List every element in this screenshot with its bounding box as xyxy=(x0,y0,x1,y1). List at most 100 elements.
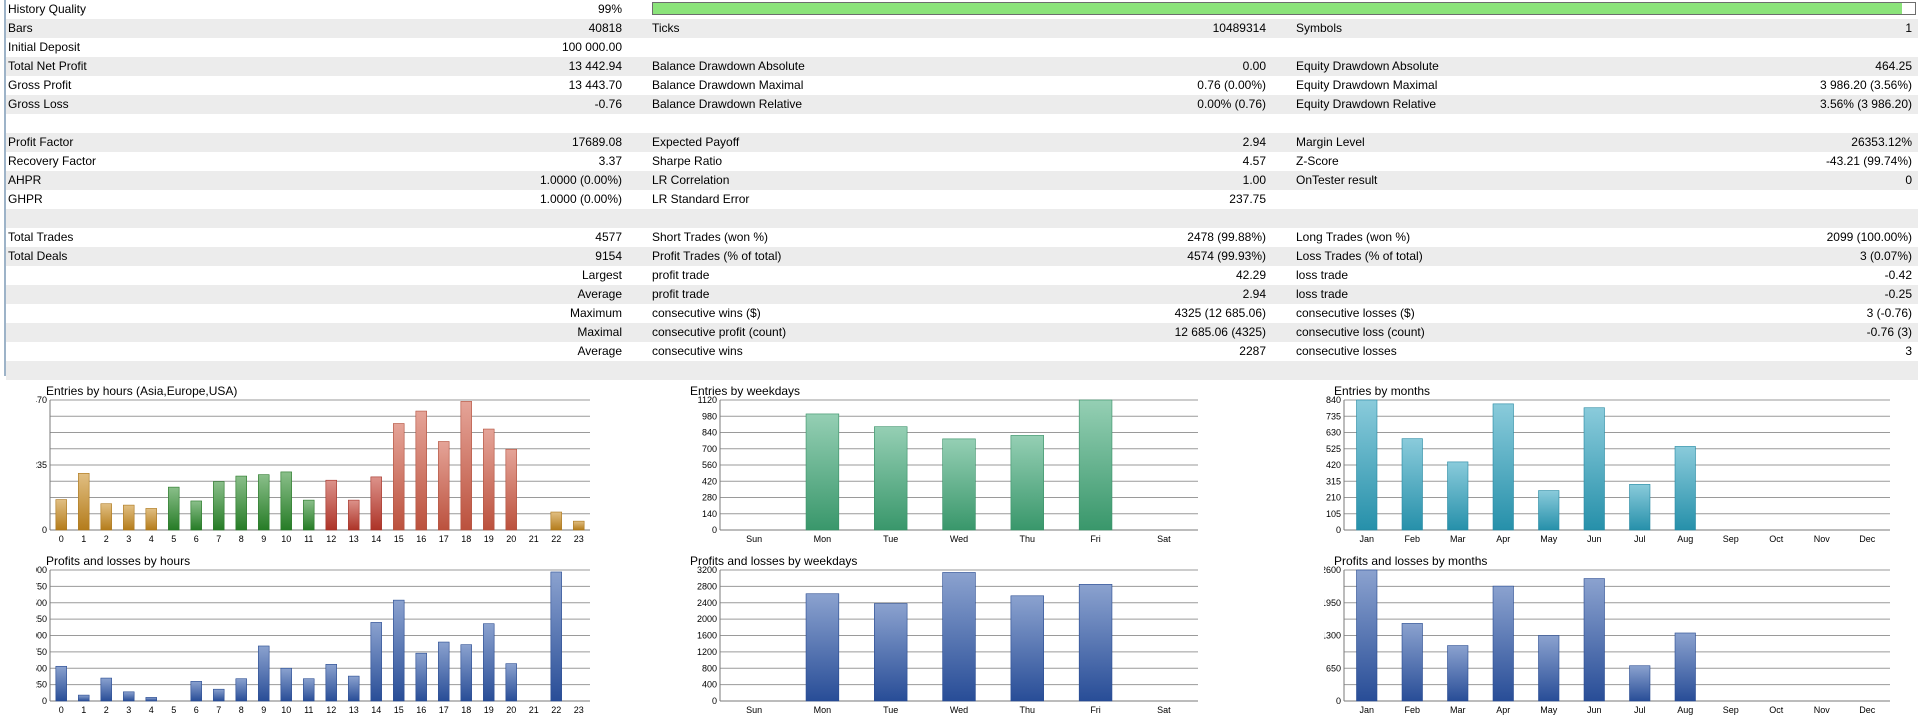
x-tick-label: Apr xyxy=(1496,705,1510,715)
x-tick-label: Fri xyxy=(1090,705,1101,715)
label-col2: Balance Drawdown Maximal xyxy=(652,78,804,92)
value-col2: 10489314 xyxy=(1212,21,1266,35)
value-col2: 12 685.06 (4325) xyxy=(1174,325,1266,339)
y-tick-label: 650 xyxy=(1326,663,1341,673)
bar-5 xyxy=(168,486,180,531)
x-tick-label: Aug xyxy=(1677,705,1693,715)
x-tick-label: Jan xyxy=(1359,705,1374,715)
x-tick-label: Sat xyxy=(1157,705,1171,715)
bar-22 xyxy=(550,571,562,702)
label-col2: Ticks xyxy=(652,21,680,35)
x-tick-label: Tue xyxy=(883,705,898,715)
chart-svg: 0235470012345678910111213141516171819202… xyxy=(36,395,590,544)
chart-title: Profits and losses by weekdays xyxy=(690,554,858,568)
x-tick-label: Feb xyxy=(1404,534,1420,544)
x-tick-label: 9 xyxy=(261,705,266,715)
x-tick-label: 20 xyxy=(506,534,516,544)
bar-Feb xyxy=(1401,438,1423,531)
value-col1: -0.76 xyxy=(594,97,622,111)
y-tick-label: 0 xyxy=(712,525,717,535)
left-border xyxy=(4,0,6,376)
y-tick-label: 280 xyxy=(702,493,717,503)
x-tick-label: 7 xyxy=(216,534,221,544)
y-tick-label: 1750 xyxy=(36,581,47,591)
value-col1: 1.0000 (0.00%) xyxy=(539,192,622,206)
entries-by-hours-chart: Entries by hours (Asia,Europe,USA)023547… xyxy=(36,384,596,547)
x-tick-label: Mar xyxy=(1450,705,1466,715)
summary-row: History Quality 99% xyxy=(6,0,1918,19)
label-col3: Equity Drawdown Absolute xyxy=(1296,59,1439,73)
x-tick-label: Mon xyxy=(814,534,832,544)
value-col2: 2287 xyxy=(1239,344,1266,358)
y-tick-label: 1600 xyxy=(697,631,717,641)
label-col1: Profit Factor xyxy=(8,135,74,149)
y-tick-label: 2000 xyxy=(36,565,47,575)
x-tick-label: 5 xyxy=(171,534,176,544)
x-tick-label: 3 xyxy=(126,705,131,715)
bar-Tue xyxy=(874,426,908,531)
x-tick-label: 4 xyxy=(149,534,154,544)
bar-11 xyxy=(303,678,315,702)
x-tick-label: Aug xyxy=(1677,534,1693,544)
value-col2: 4574 (99.93%) xyxy=(1187,249,1266,263)
value-col3: 3 xyxy=(1905,344,1912,358)
value-col1: 9154 xyxy=(595,249,622,263)
x-tick-label: Jun xyxy=(1587,705,1602,715)
bar-6 xyxy=(190,681,202,702)
y-tick-label: 735 xyxy=(1326,411,1341,421)
y-tick-label: 1300 xyxy=(1324,631,1341,641)
x-tick-label: Thu xyxy=(1020,705,1036,715)
bar-May xyxy=(1538,490,1560,531)
label-col3: consecutive losses xyxy=(1296,344,1397,358)
bar-Jan xyxy=(1356,569,1378,702)
bar-12 xyxy=(325,664,337,702)
x-tick-label: 18 xyxy=(461,705,471,715)
y-tick-label: 1120 xyxy=(698,395,717,405)
bar-3 xyxy=(123,691,135,702)
y-tick-label: 235 xyxy=(36,460,47,470)
label-col3: consecutive losses ($) xyxy=(1296,306,1415,320)
y-tick-label: 0 xyxy=(1336,525,1341,535)
y-tick-label: 105 xyxy=(1326,509,1341,519)
label-col2: profit trade xyxy=(652,287,710,301)
bar-2 xyxy=(100,503,112,531)
x-tick-label: 1 xyxy=(81,534,86,544)
value-col3: 464.25 xyxy=(1875,59,1912,73)
summary-row: Total Trades 4577 Short Trades (won %) 2478… xyxy=(6,228,1918,247)
x-tick-label: 17 xyxy=(439,534,449,544)
value-col1: Maximum xyxy=(569,306,622,320)
value-col2: 2478 (99.88%) xyxy=(1187,230,1266,244)
label-col3: loss trade xyxy=(1296,287,1349,301)
y-tick-label: 250 xyxy=(36,680,47,690)
bar-May xyxy=(1538,635,1560,702)
value-col1: 4577 xyxy=(595,230,622,244)
label-col2: Short Trades (won %) xyxy=(652,230,769,244)
bar-9 xyxy=(258,474,270,531)
x-tick-label: 14 xyxy=(371,705,381,715)
x-tick-label: 2 xyxy=(104,534,109,544)
x-tick-label: Nov xyxy=(1814,534,1831,544)
x-tick-label: 19 xyxy=(484,705,494,715)
value-col3: 3 (-0.76) xyxy=(1866,306,1912,320)
x-tick-label: Sep xyxy=(1723,705,1739,715)
chart-title: Entries by weekdays xyxy=(690,384,801,398)
bar-16 xyxy=(415,410,427,531)
x-tick-label: 6 xyxy=(194,705,199,715)
bar-15 xyxy=(393,599,405,702)
bar-Tue xyxy=(874,603,908,702)
x-tick-label: Wed xyxy=(950,705,968,715)
bar-Mar xyxy=(1447,461,1469,531)
value-col3: -0.76 (3) xyxy=(1866,325,1912,339)
y-tick-label: 2800 xyxy=(697,581,717,591)
summary-row: Bars 40818 Ticks 10489314 Symbols 1 xyxy=(6,19,1918,38)
bar-0 xyxy=(55,499,67,531)
y-tick-label: 750 xyxy=(36,647,47,657)
x-tick-label: 5 xyxy=(171,705,176,715)
x-tick-label: 15 xyxy=(394,705,404,715)
x-tick-label: Nov xyxy=(1814,705,1831,715)
bar-Jan xyxy=(1356,399,1378,531)
bar-Mon xyxy=(805,593,840,702)
value-col1: 1.0000 (0.00%) xyxy=(539,173,622,187)
label-col1: Total Trades xyxy=(8,230,74,244)
